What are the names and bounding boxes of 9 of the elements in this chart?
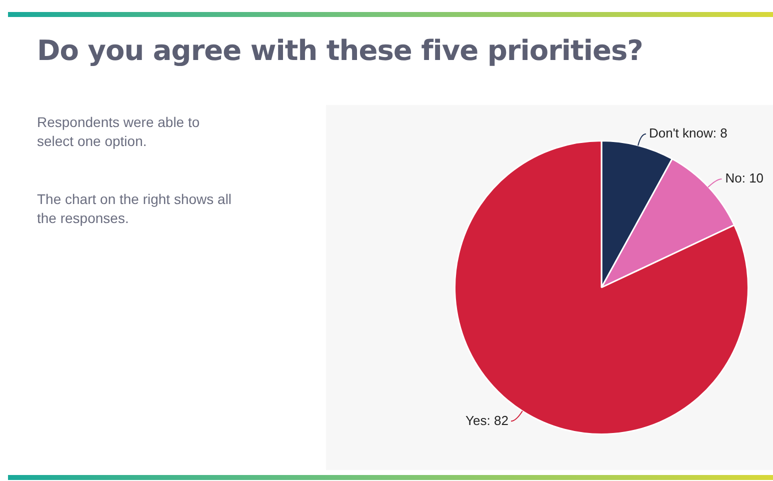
data-label: : 10 bbox=[742, 170, 764, 186]
slice-label: Yes bbox=[466, 413, 488, 428]
chart-title: Do you agree with these five priorities? bbox=[37, 34, 643, 67]
slice-label: No bbox=[725, 170, 742, 186]
text: Respondents were able to select one option. bbox=[37, 113, 201, 151]
data-label: : 8 bbox=[712, 125, 728, 140]
text: The chart on the right shows all the responses. bbox=[37, 190, 233, 228]
data-label: : 82 bbox=[486, 413, 508, 428]
slice-label: Don't know bbox=[648, 125, 714, 140]
